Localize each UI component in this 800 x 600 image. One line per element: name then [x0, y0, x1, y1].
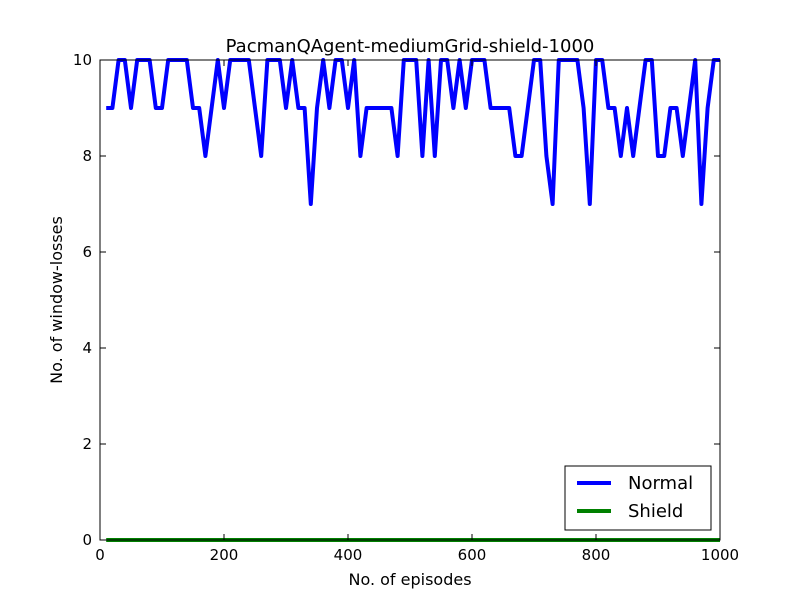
x-tick-label: 0	[95, 546, 105, 564]
x-tick-label: 200	[210, 546, 239, 564]
x-axis-label: No. of episodes	[348, 570, 471, 589]
legend-label-shield: Shield	[628, 501, 683, 522]
x-tick-label: 400	[334, 546, 363, 564]
x-tick-label: 800	[582, 546, 611, 564]
axes-frame	[99, 59, 721, 541]
y-axis-label: No. of window-losses	[47, 216, 66, 384]
clip-top	[0, 0, 800, 58]
legend-box	[564, 465, 712, 531]
y-tick-label: 6	[82, 243, 92, 261]
y-tick-label: 4	[82, 339, 92, 357]
y-tick-label: 8	[82, 147, 92, 165]
y-tick-label: 10	[73, 51, 92, 69]
y-tick-label: 0	[82, 531, 92, 549]
plot-area: 0 200 400 600 800 1000 0 2 4 6 8 10	[0, 0, 800, 564]
x-tick-label: 1000	[701, 546, 739, 564]
x-tick-label: 600	[458, 546, 487, 564]
legend: Normal Shield	[564, 465, 712, 531]
chart-title: PacmanQAgent-mediumGrid-shield-1000	[226, 36, 595, 57]
y-tick-label: 2	[82, 435, 92, 453]
legend-label-normal: Normal	[628, 473, 693, 494]
